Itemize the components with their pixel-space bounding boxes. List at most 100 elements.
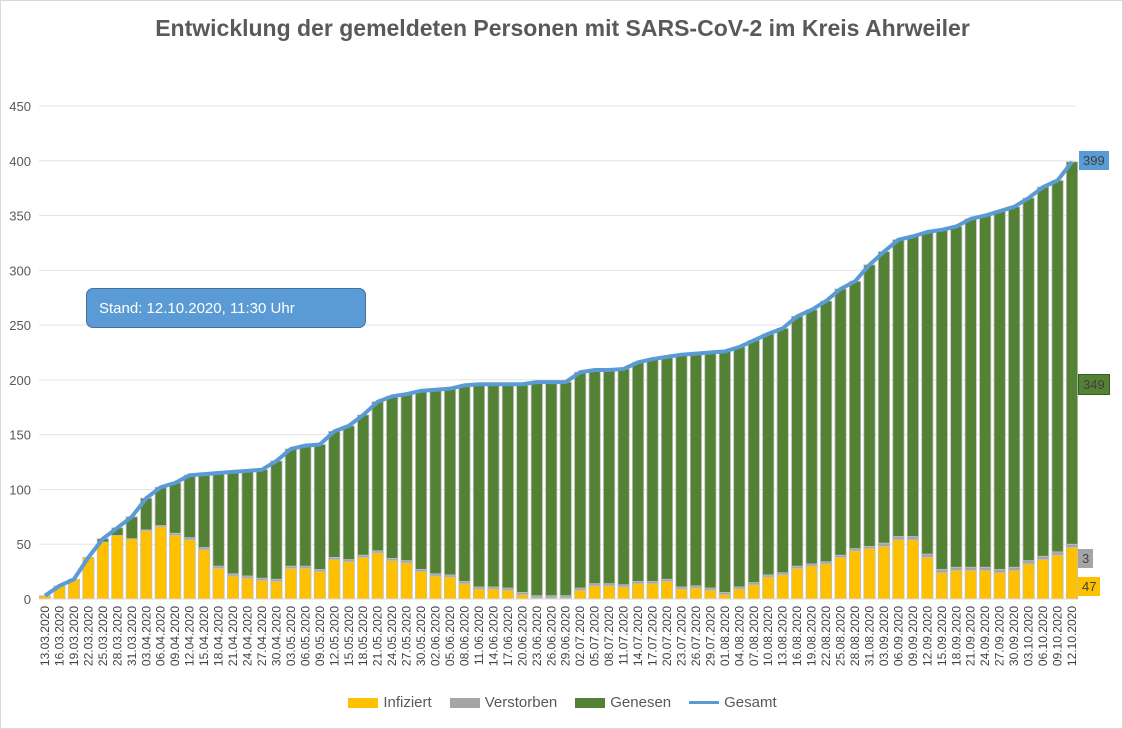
legend-label: Verstorben	[484, 694, 558, 711]
bar-genesen	[183, 474, 196, 539]
bar-genesen	[545, 381, 558, 597]
bar-genesen	[921, 231, 934, 555]
x-tick-label: 03.04.2020	[139, 606, 153, 666]
bar-infiziert	[574, 589, 587, 600]
end-label-verstorben: 3	[1078, 549, 1094, 568]
x-tick-label: 03.10.2020	[1022, 606, 1036, 666]
bar-genesen	[820, 300, 833, 563]
bar-infiziert	[877, 546, 890, 600]
bar-genesen	[429, 389, 442, 575]
bar-verstorben	[993, 569, 1006, 574]
x-tick-label: 21.09.2020	[964, 606, 978, 666]
x-tick-label: 19.03.2020	[67, 606, 81, 666]
bar-infiziert	[863, 548, 876, 600]
bar-infiziert	[950, 570, 963, 600]
legend-label: Infiziert	[383, 694, 432, 711]
x-tick-label: 08.07.2020	[602, 606, 616, 666]
bar-genesen	[357, 414, 370, 556]
x-tick-label: 29.07.2020	[703, 606, 717, 666]
bar-infiziert	[487, 588, 500, 600]
x-tick-label: 11.07.2020	[617, 606, 631, 665]
x-tick-label: 30.04.2020	[269, 606, 283, 666]
bar-genesen	[834, 288, 847, 556]
bar-infiziert	[212, 567, 225, 600]
bar-verstorben	[877, 542, 890, 547]
bar-genesen	[603, 369, 616, 585]
x-tick-label: 10.08.2020	[761, 606, 775, 666]
x-tick-label: 20.07.2020	[660, 606, 674, 666]
x-tick-label: 12.10.2020	[1065, 606, 1079, 666]
x-tick-label: 14.07.2020	[631, 606, 645, 666]
x-tick-label: 06.04.2020	[154, 606, 168, 666]
x-tick-label: 23.06.2020	[530, 606, 544, 666]
bar-infiziert	[588, 585, 601, 600]
bar-verstorben	[935, 569, 948, 574]
bar-genesen	[386, 395, 399, 559]
bar-infiziert	[169, 535, 182, 600]
end-label-gesamt: 399	[1079, 151, 1109, 170]
y-tick-label: 350	[9, 209, 31, 224]
x-tick-label: 04.08.2020	[732, 606, 746, 666]
x-tick-label: 17.06.2020	[501, 606, 515, 666]
bar-genesen	[400, 393, 413, 562]
bar-genesen	[632, 361, 645, 582]
bar-infiziert	[472, 588, 485, 600]
bar-genesen	[675, 354, 688, 588]
x-tick-label: 23.07.2020	[674, 606, 688, 666]
bar-genesen	[299, 445, 312, 567]
bar-genesen	[1065, 161, 1079, 545]
legend-item-genesen: Genesen	[575, 694, 671, 711]
bar-infiziert	[791, 567, 804, 600]
bar-infiziert	[820, 563, 833, 600]
x-tick-label: 31.08.2020	[862, 606, 876, 666]
x-tick-label: 02.06.2020	[429, 606, 443, 666]
bar-genesen	[1008, 206, 1021, 568]
x-tick-label: 08.06.2020	[457, 606, 471, 666]
bar-infiziert	[762, 576, 775, 600]
bar-infiziert	[805, 565, 818, 600]
bar-genesen	[472, 383, 485, 588]
bar-verstorben	[979, 566, 992, 571]
x-tick-label: 17.07.2020	[646, 606, 660, 666]
bar-genesen	[762, 333, 775, 576]
bar-infiziert	[386, 560, 399, 600]
x-tick-label: 09.05.2020	[313, 606, 327, 666]
bar-genesen	[270, 460, 283, 580]
bar-genesen	[516, 383, 529, 593]
x-tick-label: 20.06.2020	[515, 606, 529, 666]
x-tick-label: 06.09.2020	[891, 606, 905, 666]
legend-label: Gesamt	[724, 694, 777, 711]
bar-infiziert	[313, 571, 326, 600]
legend-item-verstorben: Verstorben	[449, 694, 558, 711]
x-tick-label: 21.05.2020	[371, 606, 385, 666]
bar-genesen	[617, 368, 630, 586]
bar-infiziert	[458, 583, 471, 600]
bar-genesen	[863, 264, 876, 547]
bar-genesen	[906, 235, 919, 537]
bar-infiziert	[718, 594, 731, 600]
bar-genesen	[227, 471, 240, 575]
bar-infiziert	[429, 575, 442, 600]
bar-genesen	[284, 448, 297, 567]
bar-genesen	[458, 384, 471, 582]
bar-verstorben	[1051, 551, 1064, 556]
bar-genesen	[718, 351, 731, 593]
bar-infiziert	[400, 562, 413, 600]
bar-infiziert	[96, 541, 109, 600]
bar-genesen	[255, 469, 269, 579]
bar-infiziert	[906, 539, 919, 600]
bar-verstorben	[964, 566, 977, 571]
end-label-genesen: 349	[1078, 374, 1110, 395]
y-tick-label: 0	[24, 592, 31, 607]
bar-infiziert	[1051, 554, 1064, 600]
y-tick-label: 50	[17, 537, 31, 552]
legend-label: Genesen	[610, 694, 672, 711]
bar-infiziert	[617, 586, 630, 600]
bar-genesen	[313, 444, 326, 570]
bar-genesen	[747, 340, 760, 583]
bar-infiziert	[603, 585, 616, 600]
x-tick-label: 24.05.2020	[385, 606, 399, 666]
bar-infiziert	[646, 583, 659, 600]
x-tick-label: 27.05.2020	[400, 606, 414, 666]
y-tick-label: 100	[9, 482, 31, 497]
